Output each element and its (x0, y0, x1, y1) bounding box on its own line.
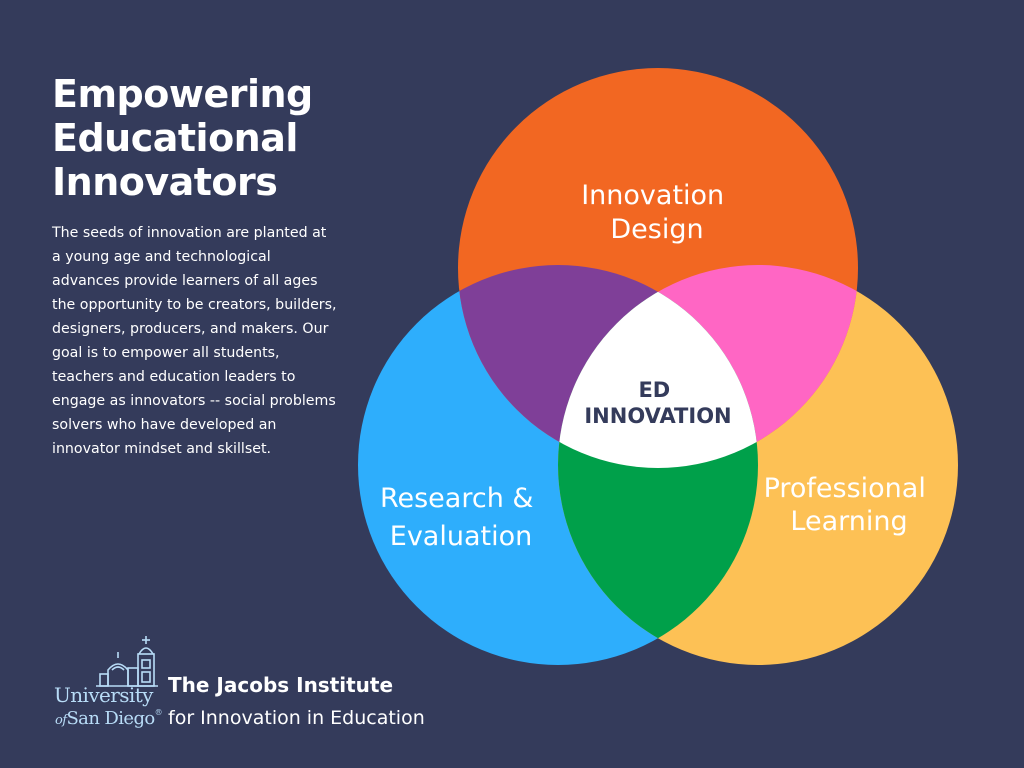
headline-line-1: Empowering (52, 72, 313, 116)
label-research-evaluation-line1: Research & (380, 483, 533, 514)
logo-university: University (54, 683, 153, 707)
label-ed-innovation: ED INNOVATION (584, 378, 731, 428)
logo-of: of (55, 713, 67, 728)
university-tower-logo-icon (96, 636, 158, 687)
headline-line-2: Educational (52, 116, 298, 160)
logo-san-diego: ofSan Diego® (55, 708, 163, 729)
org-subtitle: for Innovation in Education (168, 707, 425, 729)
label-innovation-design: Innovation Design (581, 180, 733, 245)
label-ed-innovation-line1: ED (638, 378, 670, 402)
label-ed-innovation-line2: INNOVATION (584, 404, 731, 428)
label-professional-learning-line2: Learning (790, 506, 907, 537)
headline: Empowering Educational Innovators (52, 72, 382, 204)
logo-registered: ® (154, 708, 163, 717)
label-professional-learning-line1: Professional (764, 473, 926, 504)
center-overlap (558, 265, 758, 468)
label-professional-learning: Professional Learning (764, 473, 935, 537)
label-innovation-design-line2: Design (610, 214, 703, 245)
label-innovation-design-line1: Innovation (581, 180, 724, 211)
label-research-evaluation-line2: Evaluation (390, 521, 532, 552)
org-name: The Jacobs Institute (168, 673, 394, 697)
headline-line-3: Innovators (52, 160, 278, 204)
logo-san-diego-text: San Diego (66, 708, 155, 729)
intro-paragraph: The seeds of innovation are planted at a… (52, 225, 337, 457)
label-research-evaluation: Research & Evaluation (380, 483, 542, 552)
